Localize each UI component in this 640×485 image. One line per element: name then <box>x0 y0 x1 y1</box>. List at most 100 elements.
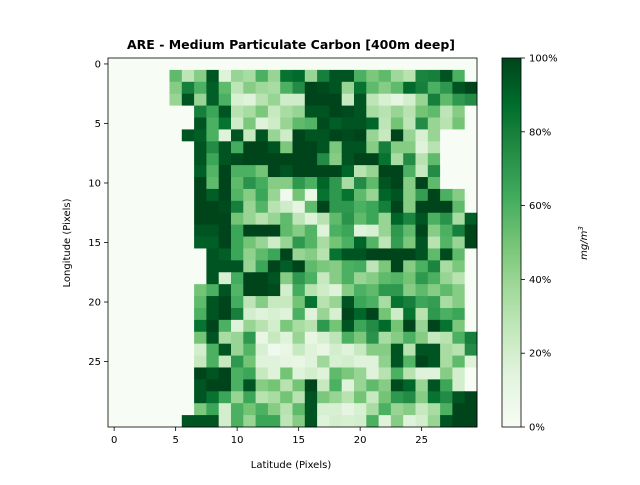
heatmap-cell <box>440 141 453 154</box>
heatmap-cell <box>144 69 158 83</box>
heatmap-cell <box>132 224 146 237</box>
heatmap-cell <box>132 117 146 130</box>
heatmap-cell <box>169 212 183 226</box>
heatmap-cell <box>390 391 404 404</box>
heatmap-cell <box>267 415 281 428</box>
heatmap-cell <box>243 367 256 380</box>
heatmap-cell <box>218 81 232 95</box>
heatmap-cell <box>132 141 146 154</box>
heatmap-cell <box>231 224 244 237</box>
heatmap-cell <box>354 117 367 130</box>
heatmap-cell <box>243 415 256 428</box>
heatmap-cell <box>144 188 158 202</box>
heatmap-cell <box>427 81 441 95</box>
heatmap-cell <box>144 272 158 285</box>
heatmap-cell <box>280 58 293 71</box>
heatmap-cell <box>403 69 416 83</box>
heatmap-cell <box>181 188 195 202</box>
heatmap-cell <box>157 307 170 321</box>
heatmap-cell <box>267 81 281 95</box>
heatmap-cell <box>378 296 392 309</box>
heatmap-cell <box>157 272 170 285</box>
heatmap-cell <box>280 177 293 190</box>
heatmap-cell <box>280 105 293 118</box>
heatmap-cell <box>390 403 404 416</box>
heatmap-cell <box>304 141 318 154</box>
heatmap-cell <box>329 272 343 285</box>
heatmap-cell <box>378 403 392 416</box>
heatmap-cell <box>427 93 441 107</box>
heatmap-cell <box>206 403 220 416</box>
heatmap-cell <box>440 212 453 226</box>
heatmap-cell <box>329 212 343 226</box>
heatmap-cell <box>181 69 195 83</box>
heatmap-cell <box>243 248 256 261</box>
heatmap-cell <box>304 236 318 249</box>
heatmap-cell <box>403 331 416 345</box>
heatmap-cell <box>181 307 195 321</box>
heatmap-cell <box>108 58 121 71</box>
heatmap-cell <box>403 153 416 166</box>
heatmap-cell <box>440 391 453 404</box>
heatmap-cell <box>354 415 367 428</box>
heatmap-cell <box>157 403 170 416</box>
heatmap-cell <box>403 415 416 428</box>
heatmap-cell <box>390 177 404 190</box>
heatmap-cell <box>255 58 269 71</box>
heatmap-cell <box>390 272 404 285</box>
heatmap-cell <box>280 69 293 83</box>
heatmap-cell <box>403 272 416 285</box>
heatmap-cell <box>231 260 244 273</box>
heatmap-cell <box>181 105 195 118</box>
heatmap-cell <box>243 165 256 178</box>
heatmap-cell <box>329 141 343 154</box>
heatmap-cell <box>427 379 441 392</box>
heatmap-cell <box>243 153 256 166</box>
heatmap-cell <box>144 379 158 392</box>
heatmap-cell <box>390 248 404 261</box>
heatmap-cell <box>267 307 281 321</box>
heatmap-cell <box>132 296 146 309</box>
heatmap-cell <box>194 415 207 428</box>
heatmap-cell <box>390 165 404 178</box>
heatmap-cell <box>243 129 256 142</box>
heatmap-cell <box>194 58 207 71</box>
heatmap-cell <box>292 391 306 404</box>
heatmap-cell <box>304 117 318 130</box>
heatmap-cell <box>390 117 404 130</box>
heatmap-cell <box>464 379 478 392</box>
heatmap-cell <box>267 212 281 226</box>
heatmap-cell <box>354 403 367 416</box>
heatmap-cell <box>427 415 441 428</box>
heatmap-cell <box>231 188 244 202</box>
heatmap-cell <box>218 129 232 142</box>
heatmap-cell <box>329 69 343 83</box>
heatmap-cell <box>415 236 429 249</box>
heatmap-cell <box>366 367 379 380</box>
heatmap-cell <box>206 224 220 237</box>
heatmap-cell <box>231 319 244 333</box>
heatmap-cell <box>341 129 355 142</box>
heatmap-cell <box>317 141 330 154</box>
heatmap-cell <box>304 165 318 178</box>
heatmap-cell <box>341 355 355 368</box>
heatmap-cell <box>415 248 429 261</box>
heatmap-cell <box>206 165 220 178</box>
heatmap-cell <box>132 81 146 95</box>
heatmap-cell <box>403 284 416 297</box>
heatmap-cell <box>304 403 318 416</box>
heatmap-cell <box>157 117 170 130</box>
heatmap-cell <box>194 391 207 404</box>
heatmap-cell <box>378 69 392 83</box>
heatmap-cell <box>440 319 453 333</box>
heatmap-cell <box>304 367 318 380</box>
heatmap-cell <box>329 200 343 214</box>
heatmap-cell <box>403 391 416 404</box>
heatmap-cell <box>378 248 392 261</box>
heatmap-cell <box>267 403 281 416</box>
heatmap-cell <box>329 81 343 95</box>
heatmap-cell <box>157 236 170 249</box>
heatmap-cell <box>317 379 330 392</box>
heatmap-cell <box>292 141 306 154</box>
heatmap-cell <box>144 367 158 380</box>
